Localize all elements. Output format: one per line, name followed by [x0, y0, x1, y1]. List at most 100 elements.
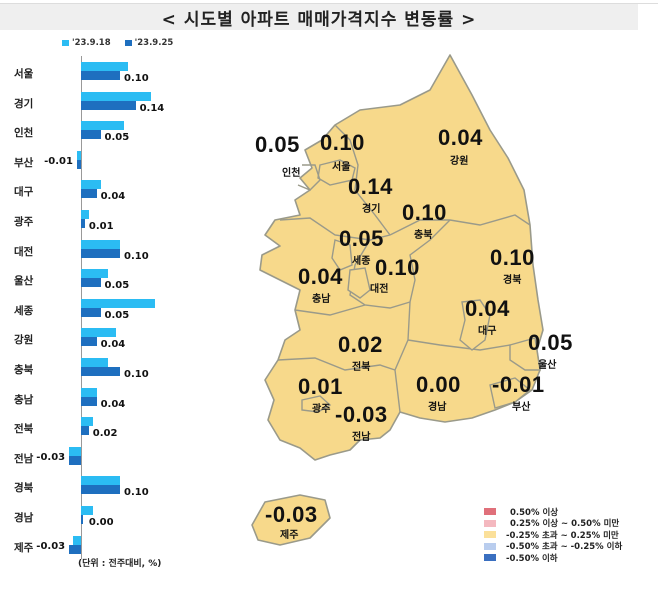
- legend-swatch: [124, 40, 132, 46]
- bar-row: 서울 0.10: [0, 58, 200, 100]
- bar-series-2: [77, 159, 81, 169]
- map-label-chungnam: 충남: [312, 294, 331, 305]
- bar-series-2: [81, 189, 97, 199]
- bar-series-2: [81, 130, 101, 140]
- map-value-sejong: 0.05: [339, 226, 384, 251]
- bar-series-2: [81, 71, 120, 80]
- bar-row: 경남 0.00: [0, 502, 200, 544]
- bar-series-1: [81, 506, 93, 515]
- map-legend-item: -0.50% 초과 ~ -0.25% 이하: [484, 541, 623, 553]
- bar-series-1: [81, 239, 120, 249]
- bar-row: 충남 0.04: [0, 384, 200, 426]
- bar-row: 세종 0.05: [0, 295, 200, 337]
- bar-value-label: 0.04: [100, 398, 126, 410]
- bar-series-1: [81, 387, 97, 397]
- bar-series-2: [81, 248, 120, 258]
- legend-label: '23.9.18: [72, 38, 111, 48]
- bar-value-label: 0.04: [100, 191, 126, 203]
- legend-swatch: [484, 554, 496, 562]
- map-legend-item: -0.25% 초과 ~ 0.25% 미만: [484, 529, 622, 541]
- bar-series-1: [81, 62, 128, 71]
- map-label-seoul: 서울: [332, 162, 351, 173]
- map-value-seoul: 0.10: [320, 130, 365, 155]
- bar-row-label: 강원: [14, 334, 34, 347]
- legend-label: -0.50% 초과 ~ -0.25% 이하: [506, 542, 623, 553]
- map-value-busan: -0.01: [492, 372, 545, 397]
- map-value-chungbuk: 0.10: [402, 200, 447, 225]
- bar-row-label: 대구: [14, 186, 34, 199]
- bar-value-label: 0.05: [104, 309, 130, 321]
- map-label-gyeongbuk: 경북: [503, 275, 522, 286]
- map-label-ulsan: 울산: [538, 360, 557, 371]
- bar-chart-legend: '23.9.18 '23.9.25: [62, 38, 173, 48]
- map-value-gwangju: 0.01: [298, 374, 343, 399]
- bar-row-label: 경기: [14, 97, 34, 110]
- legend-label: 0.25% 이상 ~ 0.50% 미만: [510, 519, 620, 530]
- bar-row-label: 세종: [14, 304, 34, 317]
- bar-row: 부산 -0.01: [0, 147, 200, 189]
- legend-swatch: [62, 40, 69, 46]
- legend-label: -0.25% 초과 ~ 0.25% 미만: [506, 530, 619, 541]
- map-label-jeju: 제주: [280, 530, 299, 541]
- page-title: < 시도별 아파트 매매가격지수 변동률 >: [0, 4, 638, 30]
- bar-row-label: 울산: [14, 275, 34, 288]
- map-value-jeonbuk: 0.02: [338, 332, 383, 357]
- unit-note: (단위 : 전주대비, %): [78, 559, 162, 569]
- map-value-gyeongbuk: 0.10: [490, 245, 535, 270]
- map-label-gwangju: 광주: [312, 404, 331, 415]
- bar-series-2: [69, 455, 81, 465]
- map-value-ulsan: 0.05: [528, 330, 573, 355]
- bar-row-label: 경남: [14, 512, 34, 524]
- map-value-jeju: -0.03: [265, 502, 318, 527]
- bar-value-label: 0.05: [104, 132, 130, 144]
- legend-swatch: [484, 519, 496, 527]
- bar-row-label: 충북: [14, 364, 34, 376]
- bar-row: 전남 -0.03: [0, 443, 200, 485]
- map-label-daegu: 대구: [478, 326, 497, 337]
- bar-series-1: [81, 298, 156, 308]
- bar-row: 경기 0.14: [0, 88, 200, 130]
- bar-series-1: [81, 417, 93, 427]
- bar-row-label: 인천: [14, 127, 34, 140]
- bar-value-label: 0.00: [88, 517, 114, 528]
- map-label-jeonnam: 전남: [352, 432, 371, 443]
- legend-label: -0.50% 이하: [506, 553, 558, 564]
- legend-swatch: [484, 508, 496, 516]
- bar-row: 경북 0.10: [0, 472, 200, 514]
- legend-item-series-2: '23.9.25: [124, 38, 173, 48]
- map-label-gyeongnam: 경남: [428, 402, 447, 413]
- bar-row: 울산 0.05: [0, 265, 200, 307]
- bar-series-2: [81, 367, 120, 376]
- map-legend-item: 0.50% 이상: [484, 506, 622, 518]
- bar-row-label: 부산: [14, 156, 34, 169]
- bar-value-label: 0.02: [92, 428, 118, 440]
- map-value-gyeongnam: 0.00: [416, 372, 461, 397]
- bar-row: 전북 0.02: [0, 413, 200, 455]
- bar-series-1: [81, 210, 89, 219]
- bar-value-label: 0.05: [104, 280, 130, 292]
- map-label-gyeonggi: 경기: [362, 204, 381, 215]
- bar-series-1: [81, 121, 124, 131]
- map-value-gangwon: 0.04: [438, 125, 483, 150]
- bar-row: 제주 -0.03: [0, 532, 200, 574]
- bar-value-label: 0.01: [88, 221, 114, 232]
- map-label-incheon: 인천: [282, 168, 301, 179]
- bar-series-2: [69, 544, 81, 554]
- map-shape: [251, 54, 544, 546]
- map-label-jeonbuk: 전북: [352, 362, 371, 373]
- bar-series-1: [69, 446, 81, 456]
- map-value-chungnam: 0.04: [298, 264, 343, 289]
- bar-row-label: 전북: [14, 423, 34, 436]
- bar-series-1: [81, 91, 152, 101]
- bar-series-1: [81, 269, 109, 279]
- bar-row: 대전 0.10: [0, 236, 200, 278]
- map-label-gangwon: 강원: [450, 156, 469, 167]
- map-legend-item: 0.25% 이상 ~ 0.50% 미만: [484, 518, 622, 530]
- bar-series-2: [81, 100, 136, 110]
- bar-series-2: [81, 396, 97, 406]
- bar-row: 대구 0.04: [0, 176, 200, 218]
- bar-series-1: [77, 150, 81, 160]
- bar-row: 강원 0.04: [0, 324, 200, 366]
- bar-series-2: [81, 337, 97, 347]
- map-legend-item: -0.50% 이하: [484, 552, 622, 564]
